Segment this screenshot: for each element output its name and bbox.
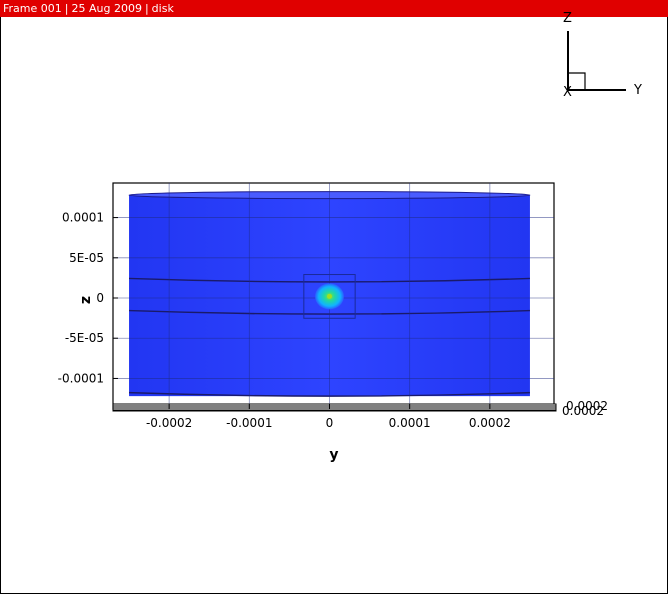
triad-x-marker (568, 72, 586, 90)
x-axis-title: y (329, 447, 338, 463)
header-separator: | (144, 2, 149, 15)
hotspot-core (326, 293, 332, 299)
dataset-name: disk (151, 2, 174, 15)
y-tick-label: -5E-05 (65, 331, 104, 345)
header-separator: | (64, 2, 69, 15)
y-tick-label: 0.0001 (62, 211, 104, 225)
triad-z-label: Z (563, 11, 572, 26)
x-tick-label: 0.0002 (469, 416, 511, 430)
triad-y-label: Y (633, 83, 642, 98)
triad-x-label: X (563, 85, 572, 100)
x-tick-label: 0 (326, 416, 334, 430)
hotspot (303, 274, 356, 319)
hotspot-box (303, 274, 356, 319)
frame-header: Frame 001 | 25 Aug 2009 | disk (0, 0, 668, 17)
y-axis-title: z (78, 296, 94, 304)
depth-tick-label: 0.0002 (562, 404, 604, 418)
y-tick-label: 5E-05 (69, 251, 104, 265)
frame-number: Frame 001 (3, 2, 62, 15)
axis-ticks: -0.0002 -0.0001 0 0.0001 0.0002 0.0001 5E-05 0 -… (58, 211, 511, 430)
x-tick-label: -0.0001 (226, 416, 272, 430)
depth-axis-strip: 0.0002 0.0002 (112, 399, 608, 418)
x-tick-label: 0.0001 (389, 416, 431, 430)
frame-date: 25 Aug 2009 (71, 2, 142, 15)
orientation-axes: Z Y X (563, 11, 642, 100)
depth-tick-label: 0.0002 (566, 399, 608, 413)
y-tick-label: -0.0001 (58, 371, 104, 385)
x-tick-label: -0.0002 (146, 416, 192, 430)
y-tick-label: 0 (96, 291, 104, 305)
